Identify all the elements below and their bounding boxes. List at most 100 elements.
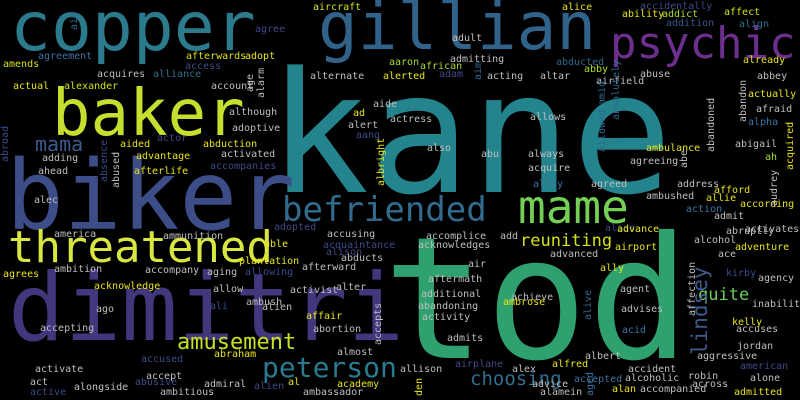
word-abe: abe bbox=[679, 149, 690, 168]
word-accident: accident bbox=[628, 364, 677, 375]
word-alter: alter bbox=[336, 282, 367, 293]
word-adventure: adventure bbox=[735, 242, 790, 253]
word-befriended: befriended bbox=[282, 190, 487, 230]
word-airport: airport bbox=[615, 242, 658, 253]
word-address: address bbox=[677, 179, 720, 190]
word-additional: additional bbox=[421, 289, 482, 300]
word-act: act bbox=[30, 377, 49, 388]
word-alien2: alien bbox=[254, 381, 285, 392]
word-afterwards: afterwards bbox=[186, 51, 247, 62]
word-alfred: alfred bbox=[552, 359, 589, 370]
word-abused: abused bbox=[111, 151, 122, 188]
word-across: across bbox=[692, 379, 729, 390]
word-ahead: ahead bbox=[38, 166, 69, 177]
word-alongside: alongside bbox=[74, 382, 129, 393]
word-activates: activates bbox=[745, 224, 800, 235]
word-copper: copper bbox=[10, 0, 256, 67]
word-american: american bbox=[740, 361, 789, 372]
word-academy: academy bbox=[337, 379, 380, 390]
word-alcohol: alcohol bbox=[694, 235, 737, 246]
word-activist: activist bbox=[290, 285, 339, 296]
word-albert: albert bbox=[585, 351, 622, 362]
word-aided: aided bbox=[120, 139, 151, 150]
word-admitting: admitting bbox=[450, 54, 505, 65]
word-actress: actress bbox=[390, 114, 433, 125]
word-abduction: abduction bbox=[203, 139, 258, 150]
word-ammunition: ammunition bbox=[163, 231, 224, 242]
word-air: air bbox=[468, 259, 487, 270]
word-accidentally: accidentally bbox=[640, 1, 713, 12]
word-ambitious: ambitious bbox=[160, 387, 215, 398]
word-admits: admits bbox=[447, 333, 484, 344]
word-advice: advice bbox=[532, 379, 569, 390]
word-afterlife: afterlife bbox=[134, 166, 189, 177]
word-although: although bbox=[229, 107, 278, 118]
word-abducted: abducted bbox=[556, 57, 605, 68]
word-allows: allows bbox=[530, 112, 567, 123]
word-allie: allie bbox=[706, 193, 737, 204]
word-alcoholic: alcoholic bbox=[625, 373, 680, 384]
word-agency: agency bbox=[758, 273, 795, 284]
word-adopt: adopt bbox=[245, 51, 276, 62]
word-already: already bbox=[743, 55, 786, 66]
word-albright: albright bbox=[376, 137, 387, 186]
word-adoptive: adoptive bbox=[232, 123, 281, 134]
word-dimitri: dimitri bbox=[8, 254, 405, 363]
word-alpha: alpha bbox=[748, 117, 779, 128]
word-threatened: threatened bbox=[8, 222, 273, 273]
word-afford: afford bbox=[714, 185, 751, 196]
word-airplane: airplane bbox=[455, 359, 504, 370]
word-acting: acting bbox=[487, 71, 524, 82]
word-amends: amends bbox=[3, 59, 40, 70]
word-ambrose: ambrose bbox=[503, 297, 546, 308]
word-abby: abby bbox=[584, 64, 609, 75]
word-abbey: abbey bbox=[757, 71, 788, 82]
word-acquired: acquired bbox=[785, 121, 796, 170]
word-align: align bbox=[739, 19, 770, 30]
word-allow: allow bbox=[213, 284, 244, 295]
word-afraid: afraid bbox=[756, 104, 793, 115]
word-alone: alone bbox=[750, 373, 781, 384]
word-advises: advises bbox=[621, 304, 664, 315]
word-accompanied: accompanied bbox=[640, 384, 707, 395]
word-actually: actually bbox=[748, 89, 797, 100]
word-agreement: agreement bbox=[38, 51, 93, 62]
word-alive: alive bbox=[583, 289, 594, 320]
word-alley: alley bbox=[533, 179, 564, 190]
word-altar: altar bbox=[540, 71, 571, 82]
word-advanced: advanced bbox=[550, 249, 599, 260]
word-audrey: audrey bbox=[769, 169, 780, 206]
word-tod: tod bbox=[383, 201, 691, 399]
word-baker: baker bbox=[52, 77, 245, 151]
word-abraham: abraham bbox=[214, 349, 257, 360]
word-aircraft: aircraft bbox=[313, 2, 362, 13]
word-alert: alert bbox=[348, 120, 379, 131]
word-acknowledges: acknowledges bbox=[418, 240, 491, 251]
word-alien: alien bbox=[262, 302, 293, 313]
word-account: account bbox=[211, 81, 254, 92]
word-aaron: aaron bbox=[389, 57, 420, 68]
word-abigail: abigail bbox=[735, 139, 778, 150]
word-ambassador: ambassador bbox=[303, 387, 364, 398]
word-accusing: accusing bbox=[327, 229, 376, 240]
word-alamein: alamein bbox=[540, 387, 583, 398]
word-aide: aide bbox=[373, 99, 398, 110]
word-adult: adult bbox=[452, 33, 483, 44]
word-abandoned: abandoned bbox=[706, 97, 717, 152]
word-agreeing: agreeing bbox=[630, 156, 679, 167]
word-ambush: ambush bbox=[246, 297, 283, 308]
word-abroad: abroad bbox=[0, 125, 11, 162]
word-amusement: amusement bbox=[177, 330, 297, 355]
word-accompanies: accompanies bbox=[210, 161, 277, 172]
word-aggressive: aggressive bbox=[697, 351, 758, 362]
word-agreed: agreed bbox=[591, 179, 628, 190]
word-abortion: abortion bbox=[313, 324, 362, 335]
word-accompany: accompany bbox=[145, 265, 200, 276]
word-plantation: plantation bbox=[239, 256, 300, 267]
word-able: able bbox=[264, 239, 289, 250]
word-acquires: acquires bbox=[97, 69, 146, 80]
word-affair: affair bbox=[306, 311, 343, 322]
word-abandon: abandon bbox=[738, 79, 749, 122]
word-abusive: abusive bbox=[135, 377, 178, 388]
word-ace: ace bbox=[718, 249, 737, 260]
